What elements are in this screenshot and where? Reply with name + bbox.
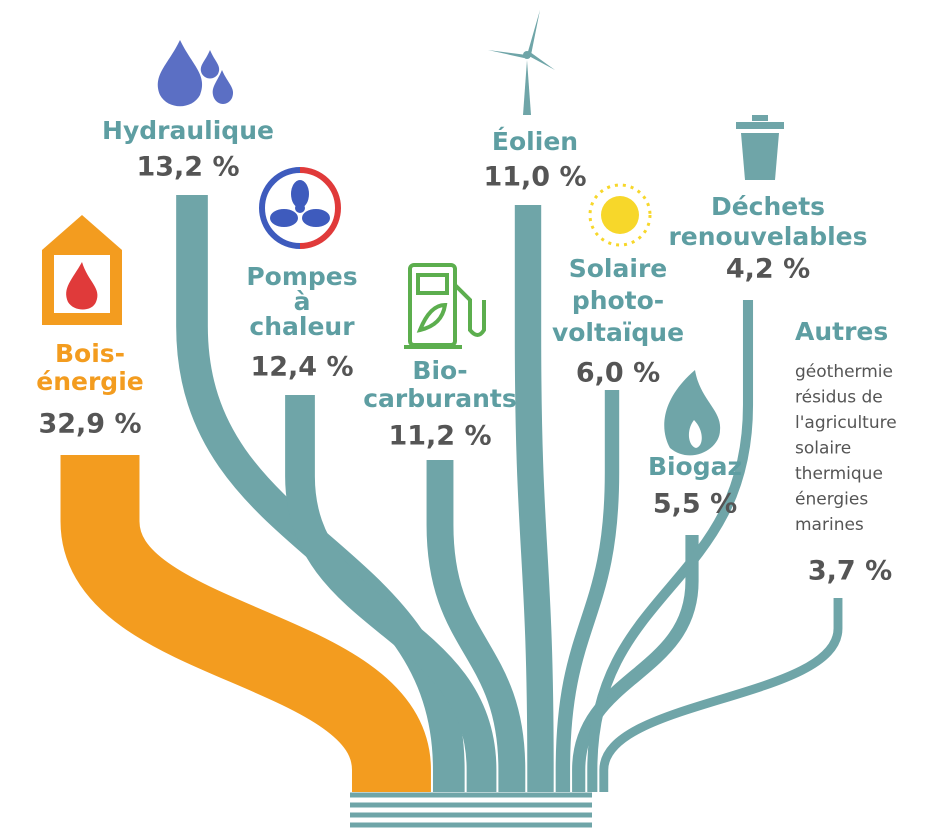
note: marines bbox=[795, 515, 864, 535]
value-label: 11,0 % bbox=[483, 162, 586, 193]
category-label: chaleur bbox=[249, 312, 355, 341]
category-label: Pompes bbox=[246, 262, 357, 291]
flows bbox=[60, 195, 843, 792]
category-label: énergie bbox=[36, 367, 143, 396]
flow bbox=[60, 455, 431, 792]
flow bbox=[555, 390, 620, 792]
category-label: Biogaz bbox=[648, 452, 742, 481]
category-label: Bio- bbox=[412, 356, 467, 385]
flame-icon bbox=[664, 370, 721, 456]
note: résidus de bbox=[795, 388, 883, 408]
note: l'agriculture bbox=[795, 413, 897, 433]
category-label: renouvelables bbox=[668, 222, 867, 251]
turbine-icon bbox=[488, 10, 555, 115]
trash-icon bbox=[736, 115, 784, 180]
drop-icon bbox=[157, 40, 203, 107]
drop-icon bbox=[200, 50, 220, 79]
category-label: carburants bbox=[363, 384, 517, 413]
fan-icon bbox=[270, 180, 330, 227]
note: thermique bbox=[795, 464, 883, 484]
value-label: 3,7 % bbox=[808, 556, 892, 587]
sun-icon bbox=[588, 183, 652, 247]
category-label: photo- bbox=[572, 286, 664, 315]
category-label: voltaïque bbox=[552, 318, 684, 347]
base-lines bbox=[350, 792, 592, 828]
fan-ring bbox=[259, 167, 301, 249]
category-label: Hydraulique bbox=[102, 116, 274, 145]
category-label: Déchets bbox=[711, 192, 825, 221]
value-label: 13,2 % bbox=[136, 152, 239, 183]
category-label: Autres bbox=[795, 317, 888, 346]
value-label: 4,2 % bbox=[726, 254, 810, 285]
category-label: Bois- bbox=[55, 339, 125, 368]
flow bbox=[426, 460, 526, 792]
value-label: 5,5 % bbox=[653, 489, 737, 520]
note: solaire bbox=[795, 439, 851, 459]
flame-icon bbox=[688, 420, 702, 448]
note: énergies bbox=[795, 490, 868, 510]
fan-ring bbox=[299, 167, 341, 249]
flow bbox=[587, 300, 754, 792]
value-label: 12,4 % bbox=[250, 352, 353, 383]
flow bbox=[599, 598, 843, 792]
note: géothermie bbox=[795, 362, 893, 382]
labels: Bois-énergie 32,9 % Hydraulique 13,2 % Pompe… bbox=[36, 116, 896, 587]
category-label: Solaire bbox=[569, 254, 667, 283]
category-label: Éolien bbox=[492, 127, 578, 156]
drop-icon bbox=[212, 70, 234, 104]
value-label: 11,2 % bbox=[388, 421, 491, 452]
icons bbox=[42, 10, 784, 456]
category-label: à bbox=[294, 287, 311, 316]
flame-icon bbox=[66, 262, 98, 310]
flow bbox=[514, 205, 554, 792]
value-label: 6,0 % bbox=[576, 358, 660, 389]
flow bbox=[285, 395, 497, 792]
pump-icon bbox=[404, 263, 486, 349]
flow bbox=[572, 535, 699, 792]
value-label: 32,9 % bbox=[38, 409, 141, 440]
